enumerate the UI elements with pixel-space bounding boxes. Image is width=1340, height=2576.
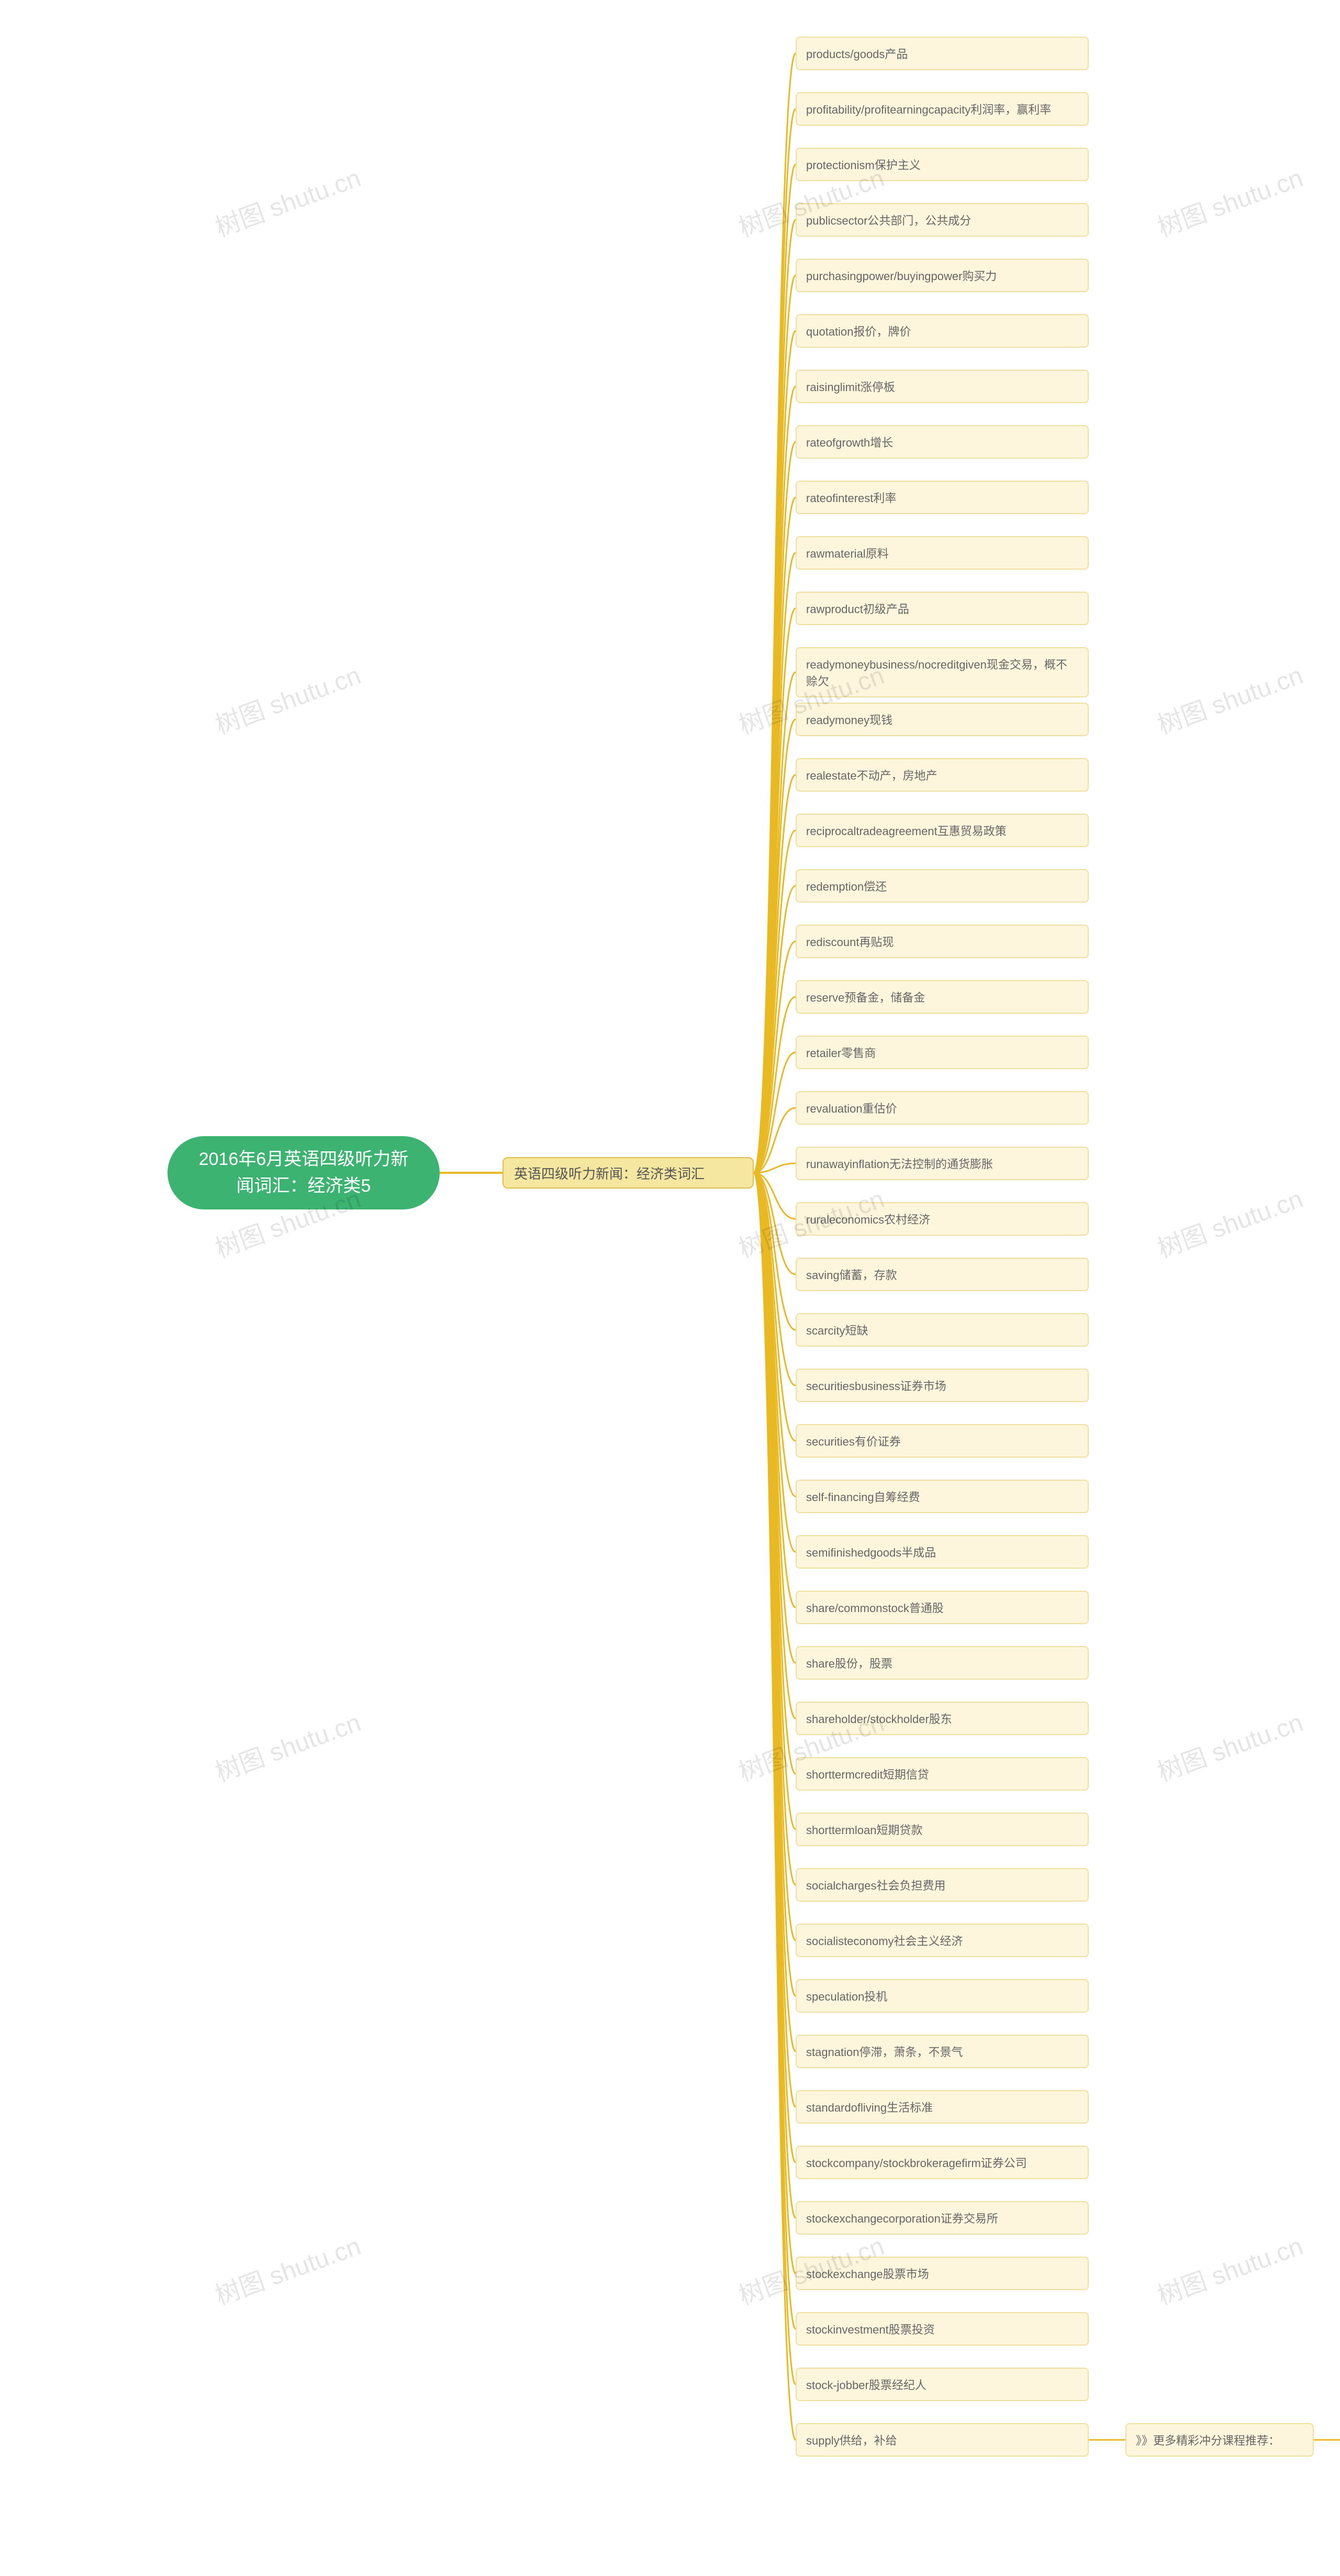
leaf-node-23: scarcity短缺 — [796, 1313, 1089, 1347]
leaf-node-17: reserve预备金，储备金 — [796, 980, 1089, 1014]
leaf-node-26-label: self-financing自筹经费 — [806, 1488, 920, 1505]
leaf-node-29-label: share股份，股票 — [806, 1655, 892, 1671]
leaf-node-42: stock-jobber股票经纪人 — [796, 2368, 1089, 2401]
leaf-node-0: products/goods产品 — [796, 37, 1089, 70]
category-node: 英语四级听力新闻：经济类词汇 — [502, 1157, 754, 1189]
leaf-node-8-label: rateofinterest利率 — [806, 489, 896, 506]
leaf-node-37: standardofliving生活标准 — [796, 2090, 1089, 2124]
leaf-node-25: securities有价证券 — [796, 1424, 1089, 1458]
root-node-label: 2016年6月英语四级听力新闻词汇：经济类5 — [194, 1146, 414, 1200]
leaf-node-3: publicsector公共部门，公共成分 — [796, 203, 1089, 237]
leaf-node-16: rediscount再贴现 — [796, 925, 1089, 958]
leaf-node-19: revaluation重估价 — [796, 1091, 1089, 1125]
leaf-node-3-label: publicsector公共部门，公共成分 — [806, 212, 971, 228]
leaf-node-15-label: redemption偿还 — [806, 878, 887, 894]
leaf-node-22: saving储蓄，存款 — [796, 1258, 1089, 1291]
leaf-node-1: profitability/profitearningcapacity利润率，赢… — [796, 92, 1089, 126]
leaf-node-12-label: readymoney现钱 — [806, 711, 892, 728]
leaf-node-2: protectionism保护主义 — [796, 148, 1089, 181]
leaf-node-33-label: socialcharges社会负担费用 — [806, 1877, 946, 1893]
leaf-node-16-label: rediscount再贴现 — [806, 933, 894, 950]
leaf-node-38-label: stockcompany/stockbrokeragefirm证券公司 — [806, 2154, 1027, 2171]
leaf-node-5-label: quotation报价，牌价 — [806, 323, 911, 339]
leaf-node-35-label: speculation投机 — [806, 1987, 887, 2004]
leaf-node-41: stockinvestment股票投资 — [796, 2312, 1089, 2346]
leaf-node-9: rawmaterial原料 — [796, 536, 1089, 570]
leaf-node-2-label: protectionism保护主义 — [806, 156, 921, 173]
extra-node-0: 》》更多精彩冲分课程推荐： — [1125, 2423, 1314, 2457]
leaf-node-18-label: retailer零售商 — [806, 1044, 876, 1061]
leaf-node-14: reciprocaltradeagreement互惠贸易政策 — [796, 814, 1089, 847]
leaf-node-24: securitiesbusiness证券市场 — [796, 1369, 1089, 1402]
leaf-node-7: rateofgrowth增长 — [796, 425, 1089, 459]
leaf-node-21: ruraleconomics农村经济 — [796, 1202, 1089, 1236]
leaf-node-32-label: shorttermloan短期贷款 — [806, 1821, 923, 1838]
leaf-node-30-label: shareholder/stockholder股东 — [806, 1710, 952, 1727]
leaf-node-27: semifinishedgoods半成品 — [796, 1535, 1089, 1569]
leaf-node-10: rawproduct初级产品 — [796, 592, 1089, 625]
leaf-node-39: stockexchangecorporation证券交易所 — [796, 2201, 1089, 2235]
leaf-node-6-label: raisinglimit涨停板 — [806, 378, 895, 395]
leaf-node-41-label: stockinvestment股票投资 — [806, 2320, 935, 2337]
leaf-node-20: runawayinflation无法控制的通货膨胀 — [796, 1147, 1089, 1180]
leaf-node-17-label: reserve预备金，储备金 — [806, 989, 925, 1005]
leaf-node-38: stockcompany/stockbrokeragefirm证券公司 — [796, 2146, 1089, 2179]
leaf-node-14-label: reciprocaltradeagreement互惠贸易政策 — [806, 822, 1007, 839]
leaf-node-1-label: profitability/profitearningcapacity利润率，赢… — [806, 101, 1051, 117]
leaf-node-12: readymoney现钱 — [796, 703, 1089, 736]
leaf-node-36: stagnation停滞，萧条，不景气 — [796, 2035, 1089, 2068]
leaf-node-4: purchasingpower/buyingpower购买力 — [796, 259, 1089, 292]
leaf-node-40: stockexchange股票市场 — [796, 2257, 1089, 2290]
leaf-node-35: speculation投机 — [796, 1979, 1089, 2013]
leaf-node-39-label: stockexchangecorporation证券交易所 — [806, 2209, 998, 2226]
leaf-node-13: realestate不动产，房地产 — [796, 758, 1089, 792]
leaf-node-40-label: stockexchange股票市场 — [806, 2265, 929, 2282]
leaf-node-13-label: realestate不动产，房地产 — [806, 767, 937, 783]
leaf-node-9-label: rawmaterial原料 — [806, 545, 889, 561]
leaf-node-21-label: ruraleconomics农村经济 — [806, 1211, 930, 1227]
leaf-node-43: supply供给，补给 — [796, 2423, 1089, 2457]
leaf-node-23-label: scarcity短缺 — [806, 1322, 868, 1338]
leaf-node-28: share/commonstock普通股 — [796, 1591, 1089, 1624]
leaf-node-7-label: rateofgrowth增长 — [806, 434, 893, 450]
root-node: 2016年6月英语四级听力新闻词汇：经济类5 — [168, 1136, 440, 1209]
leaf-node-5: quotation报价，牌价 — [796, 314, 1089, 348]
leaf-node-28-label: share/commonstock普通股 — [806, 1599, 944, 1616]
leaf-node-33: socialcharges社会负担费用 — [796, 1868, 1089, 1902]
leaf-node-32: shorttermloan短期贷款 — [796, 1813, 1089, 1846]
leaf-node-0-label: products/goods产品 — [806, 45, 908, 62]
leaf-node-11-label: readymoneybusiness/nocreditgiven现金交易，概不赊… — [806, 656, 1078, 689]
leaf-node-36-label: stagnation停滞，萧条，不景气 — [806, 2043, 963, 2060]
leaf-node-25-label: securities有价证券 — [806, 1433, 901, 1449]
leaf-node-4-label: purchasingpower/buyingpower购买力 — [806, 267, 997, 284]
leaf-node-30: shareholder/stockholder股东 — [796, 1702, 1089, 1735]
leaf-node-6: raisinglimit涨停板 — [796, 370, 1089, 403]
category-node-label: 英语四级听力新闻：经济类词汇 — [514, 1163, 705, 1183]
leaf-node-18: retailer零售商 — [796, 1036, 1089, 1069]
leaf-node-8: rateofinterest利率 — [796, 481, 1089, 514]
leaf-node-29: share股份，股票 — [796, 1646, 1089, 1680]
leaf-node-22-label: saving储蓄，存款 — [806, 1266, 897, 1283]
leaf-node-11: readymoneybusiness/nocreditgiven现金交易，概不赊… — [796, 647, 1089, 697]
leaf-node-34: socialisteconomy社会主义经济 — [796, 1924, 1089, 1957]
leaf-node-27-label: semifinishedgoods半成品 — [806, 1544, 936, 1560]
leaf-node-34-label: socialisteconomy社会主义经济 — [806, 1932, 963, 1949]
extra-node-0-label: 》》更多精彩冲分课程推荐： — [1136, 2431, 1280, 2448]
leaf-node-10-label: rawproduct初级产品 — [806, 600, 909, 617]
leaf-node-24-label: securitiesbusiness证券市场 — [806, 1377, 946, 1394]
leaf-node-37-label: standardofliving生活标准 — [806, 2098, 933, 2115]
leaf-node-31: shorttermcredit短期信贷 — [796, 1757, 1089, 1791]
leaf-node-31-label: shorttermcredit短期信贷 — [806, 1766, 929, 1782]
leaf-node-43-label: supply供给，补给 — [806, 2431, 897, 2448]
leaf-node-42-label: stock-jobber股票经纪人 — [806, 2376, 926, 2393]
leaf-node-19-label: revaluation重估价 — [806, 1100, 897, 1116]
leaf-node-20-label: runawayinflation无法控制的通货膨胀 — [806, 1155, 993, 1172]
leaf-node-15: redemption偿还 — [796, 869, 1089, 903]
connectors-layer — [0, 0, 1340, 2576]
leaf-node-26: self-financing自筹经费 — [796, 1480, 1089, 1513]
